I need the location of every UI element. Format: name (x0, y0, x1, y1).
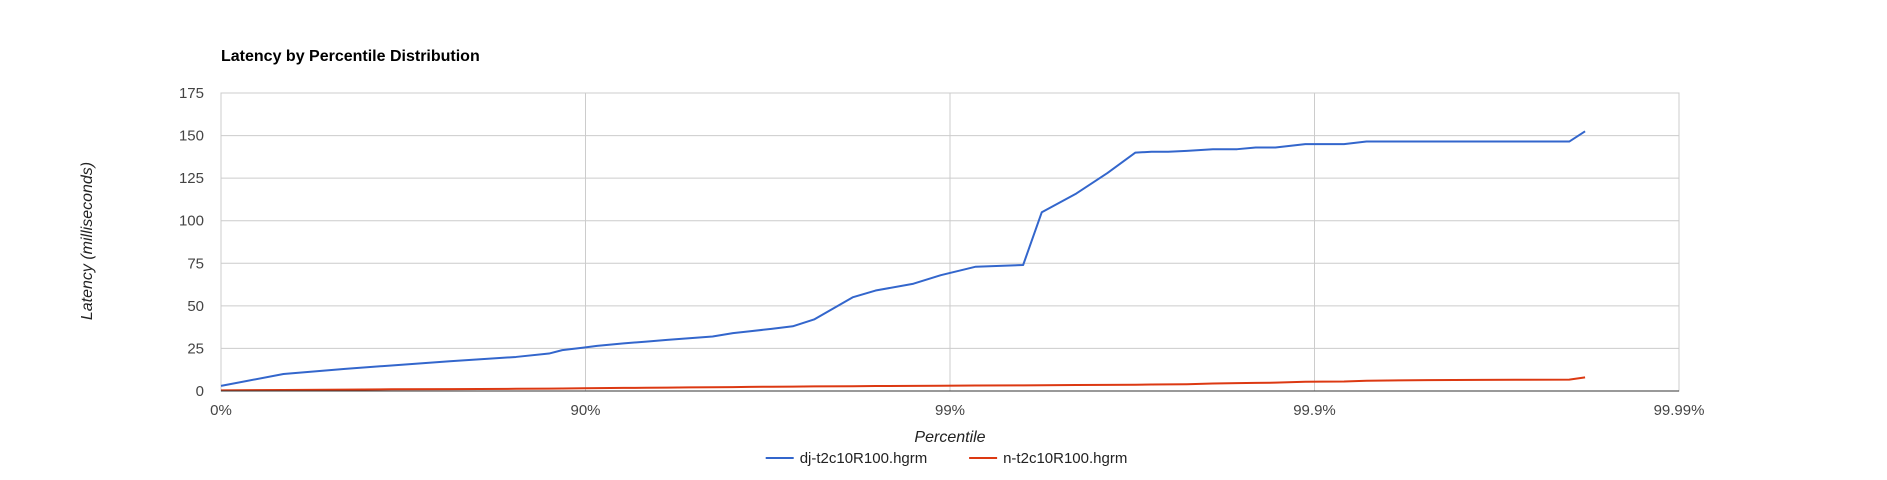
grid-lines (220, 92, 1680, 392)
x-axis-title: Percentile (914, 429, 985, 446)
legend[interactable]: dj-t2c10R100.hgrm n-t2c10R100.hgrm (765, 450, 1128, 467)
chart-title: Latency by Percentile Distribution (221, 48, 480, 65)
x-tick-label: 0% (210, 402, 232, 419)
series-line-2 (220, 376, 1586, 392)
y-tick-label: 0 (196, 383, 204, 400)
x-tick-label: 90% (570, 402, 600, 419)
y-axis-title: Latency (milliseconds) (79, 162, 96, 320)
legend-item-1[interactable]: dj-t2c10R100.hgrm (765, 450, 928, 467)
x-tick-label: 99.9% (1293, 402, 1336, 419)
x-tick-label: 99.99% (1654, 402, 1705, 419)
y-tick-label: 25 (187, 340, 204, 357)
y-tick-label: 150 (179, 128, 204, 145)
series-line-1 (220, 130, 1586, 387)
y-tick-label: 100 (179, 213, 204, 230)
series-lines (220, 130, 1586, 392)
y-tick-label: 50 (187, 298, 204, 315)
axes: 0 25 50 75 100 125 150 175 0% 90% 99% 99.9% 99.99% (179, 85, 1704, 419)
y-tick-label: 175 (179, 85, 204, 102)
y-tick-label: 125 (179, 170, 204, 187)
legend-item-2[interactable]: n-t2c10R100.hgrm (969, 450, 1127, 467)
x-tick-label: 99% (935, 402, 965, 419)
legend-label: dj-t2c10R100.hgrm (800, 450, 928, 467)
y-tick-label: 75 (187, 255, 204, 272)
legend-label: n-t2c10R100.hgrm (1003, 450, 1127, 467)
